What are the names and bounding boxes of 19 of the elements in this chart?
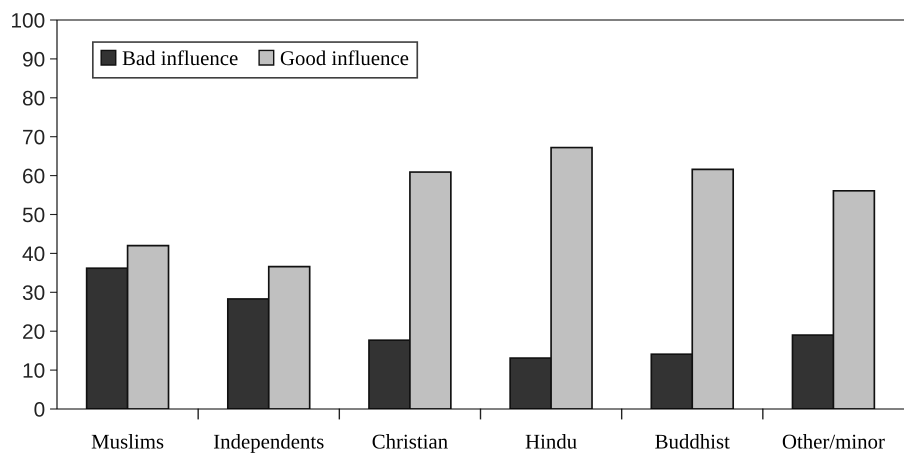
x-tick-label: Christian (372, 434, 448, 449)
legend-label: Good influence (280, 50, 408, 66)
y-tick-label: 70 (23, 130, 44, 144)
y-tick-label: 0 (34, 402, 44, 417)
y-tick-label: 80 (22, 90, 44, 106)
x-tick-label: Other/minor (782, 434, 885, 449)
x-tick-label: Muslims (92, 434, 164, 449)
x-tick-label: Independents (214, 434, 324, 453)
x-tick-label: Hindu (526, 434, 577, 449)
y-tick-label: 100 (12, 13, 44, 28)
legend-label: Bad influence (122, 50, 238, 66)
y-tick-label: 50 (22, 208, 44, 222)
y-tick-label: 30 (22, 285, 44, 300)
y-tick-label: 20 (23, 324, 44, 339)
y-tick-label: 10 (24, 363, 44, 378)
y-tick-label: 90 (23, 52, 44, 67)
y-tick-label: 40 (22, 246, 44, 262)
x-tick-label: Buddhist (655, 434, 730, 449)
y-tick-label: 60 (23, 168, 44, 184)
